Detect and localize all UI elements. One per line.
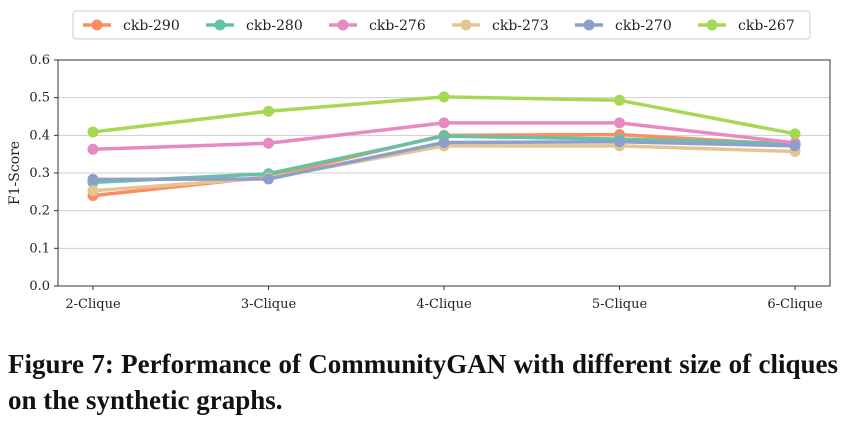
data-point xyxy=(87,173,99,185)
x-tick-label: 6-Clique xyxy=(767,297,823,312)
y-tick-label: 0.6 xyxy=(29,53,50,68)
data-point xyxy=(438,91,450,103)
legend-box xyxy=(72,10,811,40)
y-tick-label: 0.4 xyxy=(29,128,50,143)
legend-label: ckb-273 xyxy=(492,18,549,34)
legend-label: ckb-280 xyxy=(246,18,303,34)
legend-item: ckb-280 xyxy=(206,18,303,34)
x-tick-label: 5-Clique xyxy=(592,297,648,312)
legend-swatch-marker xyxy=(91,19,103,31)
y-tick-label: 0.0 xyxy=(29,279,50,294)
data-point xyxy=(87,143,99,155)
data-point xyxy=(263,105,274,117)
series-lines xyxy=(87,91,801,202)
legend-label: ckb-290 xyxy=(123,18,180,34)
y-axis-label: F1-Score xyxy=(7,141,23,205)
legend-label: ckb-267 xyxy=(738,18,795,34)
legend-item: ckb-267 xyxy=(698,18,795,34)
x-axis-ticks: 2-Clique 3-Clique 4-Clique 5-Clique 6-Clique xyxy=(65,286,823,312)
data-point xyxy=(614,94,625,106)
legend-item: ckb-273 xyxy=(452,18,549,34)
y-axis-ticks: 0.0 0.1 0.2 0.3 0.4 0.5 0.6 xyxy=(29,53,58,294)
y-tick-label: 0.2 xyxy=(29,204,50,219)
series-ckb-267 xyxy=(87,91,801,140)
legend-swatch-marker xyxy=(583,19,595,31)
data-point xyxy=(438,117,450,129)
data-point xyxy=(438,136,450,148)
data-point xyxy=(87,185,99,197)
legend: ckb-290 ckb-280 ckb-276 ckb-273 ckb-270 ckb-2… xyxy=(72,10,811,40)
y-tick-label: 0.3 xyxy=(29,166,50,181)
data-point xyxy=(263,137,274,149)
legend-swatch-marker xyxy=(460,19,472,31)
series-ckb-270 xyxy=(87,136,801,185)
x-tick-label: 3-Clique xyxy=(241,297,297,312)
figure-caption: Figure 7: Performance of CommunityGAN wi… xyxy=(8,349,838,415)
data-point xyxy=(789,140,801,152)
legend-swatch-marker xyxy=(337,19,349,31)
legend-label: ckb-276 xyxy=(369,18,426,34)
data-point xyxy=(789,128,801,140)
line-chart: 0.0 0.1 0.2 0.3 0.4 0.5 0.6 2-Clique 3-Clique 4-… xyxy=(7,10,831,312)
series-ckb-273 xyxy=(87,140,801,197)
x-tick-label: 2-Clique xyxy=(65,297,121,312)
legend-item: ckb-270 xyxy=(575,18,672,34)
data-point xyxy=(614,136,625,148)
series-line xyxy=(92,144,796,193)
data-point xyxy=(87,126,99,138)
legend-swatch-marker xyxy=(214,19,226,31)
legend-label: ckb-270 xyxy=(615,18,672,34)
legend-item: ckb-290 xyxy=(83,18,180,34)
legend-swatch-marker xyxy=(706,19,718,31)
y-tick-label: 0.5 xyxy=(29,91,50,106)
data-point xyxy=(614,117,625,129)
x-tick-label: 4-Clique xyxy=(416,297,472,312)
data-point xyxy=(263,173,274,185)
legend-item: ckb-276 xyxy=(329,18,426,34)
y-tick-label: 0.1 xyxy=(29,241,50,256)
